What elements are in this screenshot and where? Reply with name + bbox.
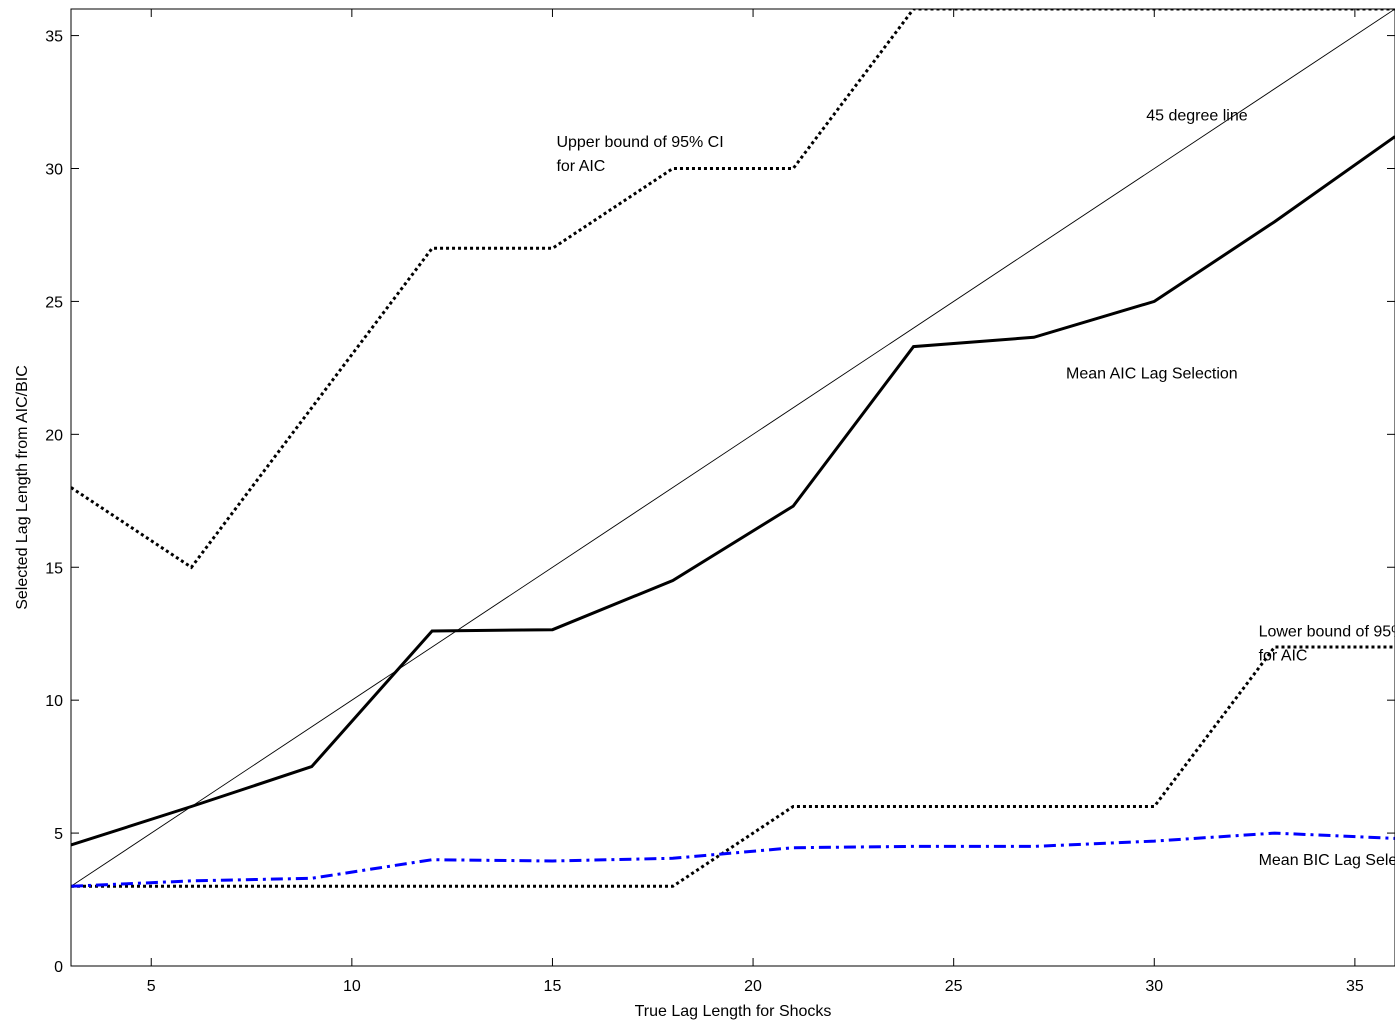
x-tick-label: 30 — [1145, 978, 1163, 995]
annotation-upper: Upper bound of 95% CI for AIC — [556, 134, 723, 175]
annotation-line45: 45 degree line — [1146, 108, 1248, 125]
y-tick-label: 30 — [45, 162, 63, 179]
series-line-line45 — [71, 9, 1395, 887]
y-tick-label: 25 — [45, 294, 63, 311]
annotation-line: Lower bound of 95% CI — [1259, 623, 1395, 640]
y-tick-label: 15 — [45, 560, 63, 577]
series-layer — [71, 9, 1395, 888]
y-tick-label: 20 — [45, 427, 63, 444]
x-axis-label: True Lag Length for Shocks — [635, 1003, 832, 1020]
annotation-aicmean: Mean AIC Lag Selection — [1066, 366, 1238, 383]
annotation-line: 45 degree line — [1146, 108, 1248, 125]
annotation-line: for AIC — [1259, 647, 1308, 664]
series-line-aic_mean — [71, 135, 1395, 847]
annotation-line: Upper bound of 95% CI — [556, 134, 723, 151]
annotation-lower: Lower bound of 95% CI for AIC — [1259, 623, 1395, 664]
annotation-line: Mean AIC Lag Selection — [1066, 366, 1238, 383]
x-tick-label: 25 — [945, 978, 963, 995]
x-tick-label: 35 — [1346, 978, 1364, 995]
y-axis-label: Selected Lag Length from AIC/BIC — [14, 365, 31, 610]
y-tick-label: 35 — [45, 29, 63, 46]
x-tick-label: 10 — [343, 978, 361, 995]
annotation-line: Mean BIC Lag Selection — [1259, 852, 1395, 869]
y-tick-label: 0 — [54, 959, 63, 976]
annotation-line: for AIC — [556, 158, 605, 175]
axes-layer: 5 10 15 20 25 30 35 0 5 10 15 20 25 30 35 — [45, 8, 1395, 995]
x-tick-label: 15 — [544, 978, 562, 995]
plot-frame — [70, 8, 1395, 967]
y-tick-label: 5 — [54, 826, 63, 843]
x-tick-label: 5 — [147, 978, 156, 995]
series-line-bic_mean — [71, 831, 1395, 888]
annotation-layer: Upper bound of 95% CI for AIC 45 degree li… — [556, 108, 1395, 869]
y-tick-label: 10 — [45, 693, 63, 710]
series-line-aic_lower — [71, 645, 1395, 888]
x-tick-label: 20 — [744, 978, 762, 995]
annotation-bicmean: Mean BIC Lag Selection — [1259, 852, 1395, 869]
series-line-aic_upper — [71, 9, 1395, 570]
